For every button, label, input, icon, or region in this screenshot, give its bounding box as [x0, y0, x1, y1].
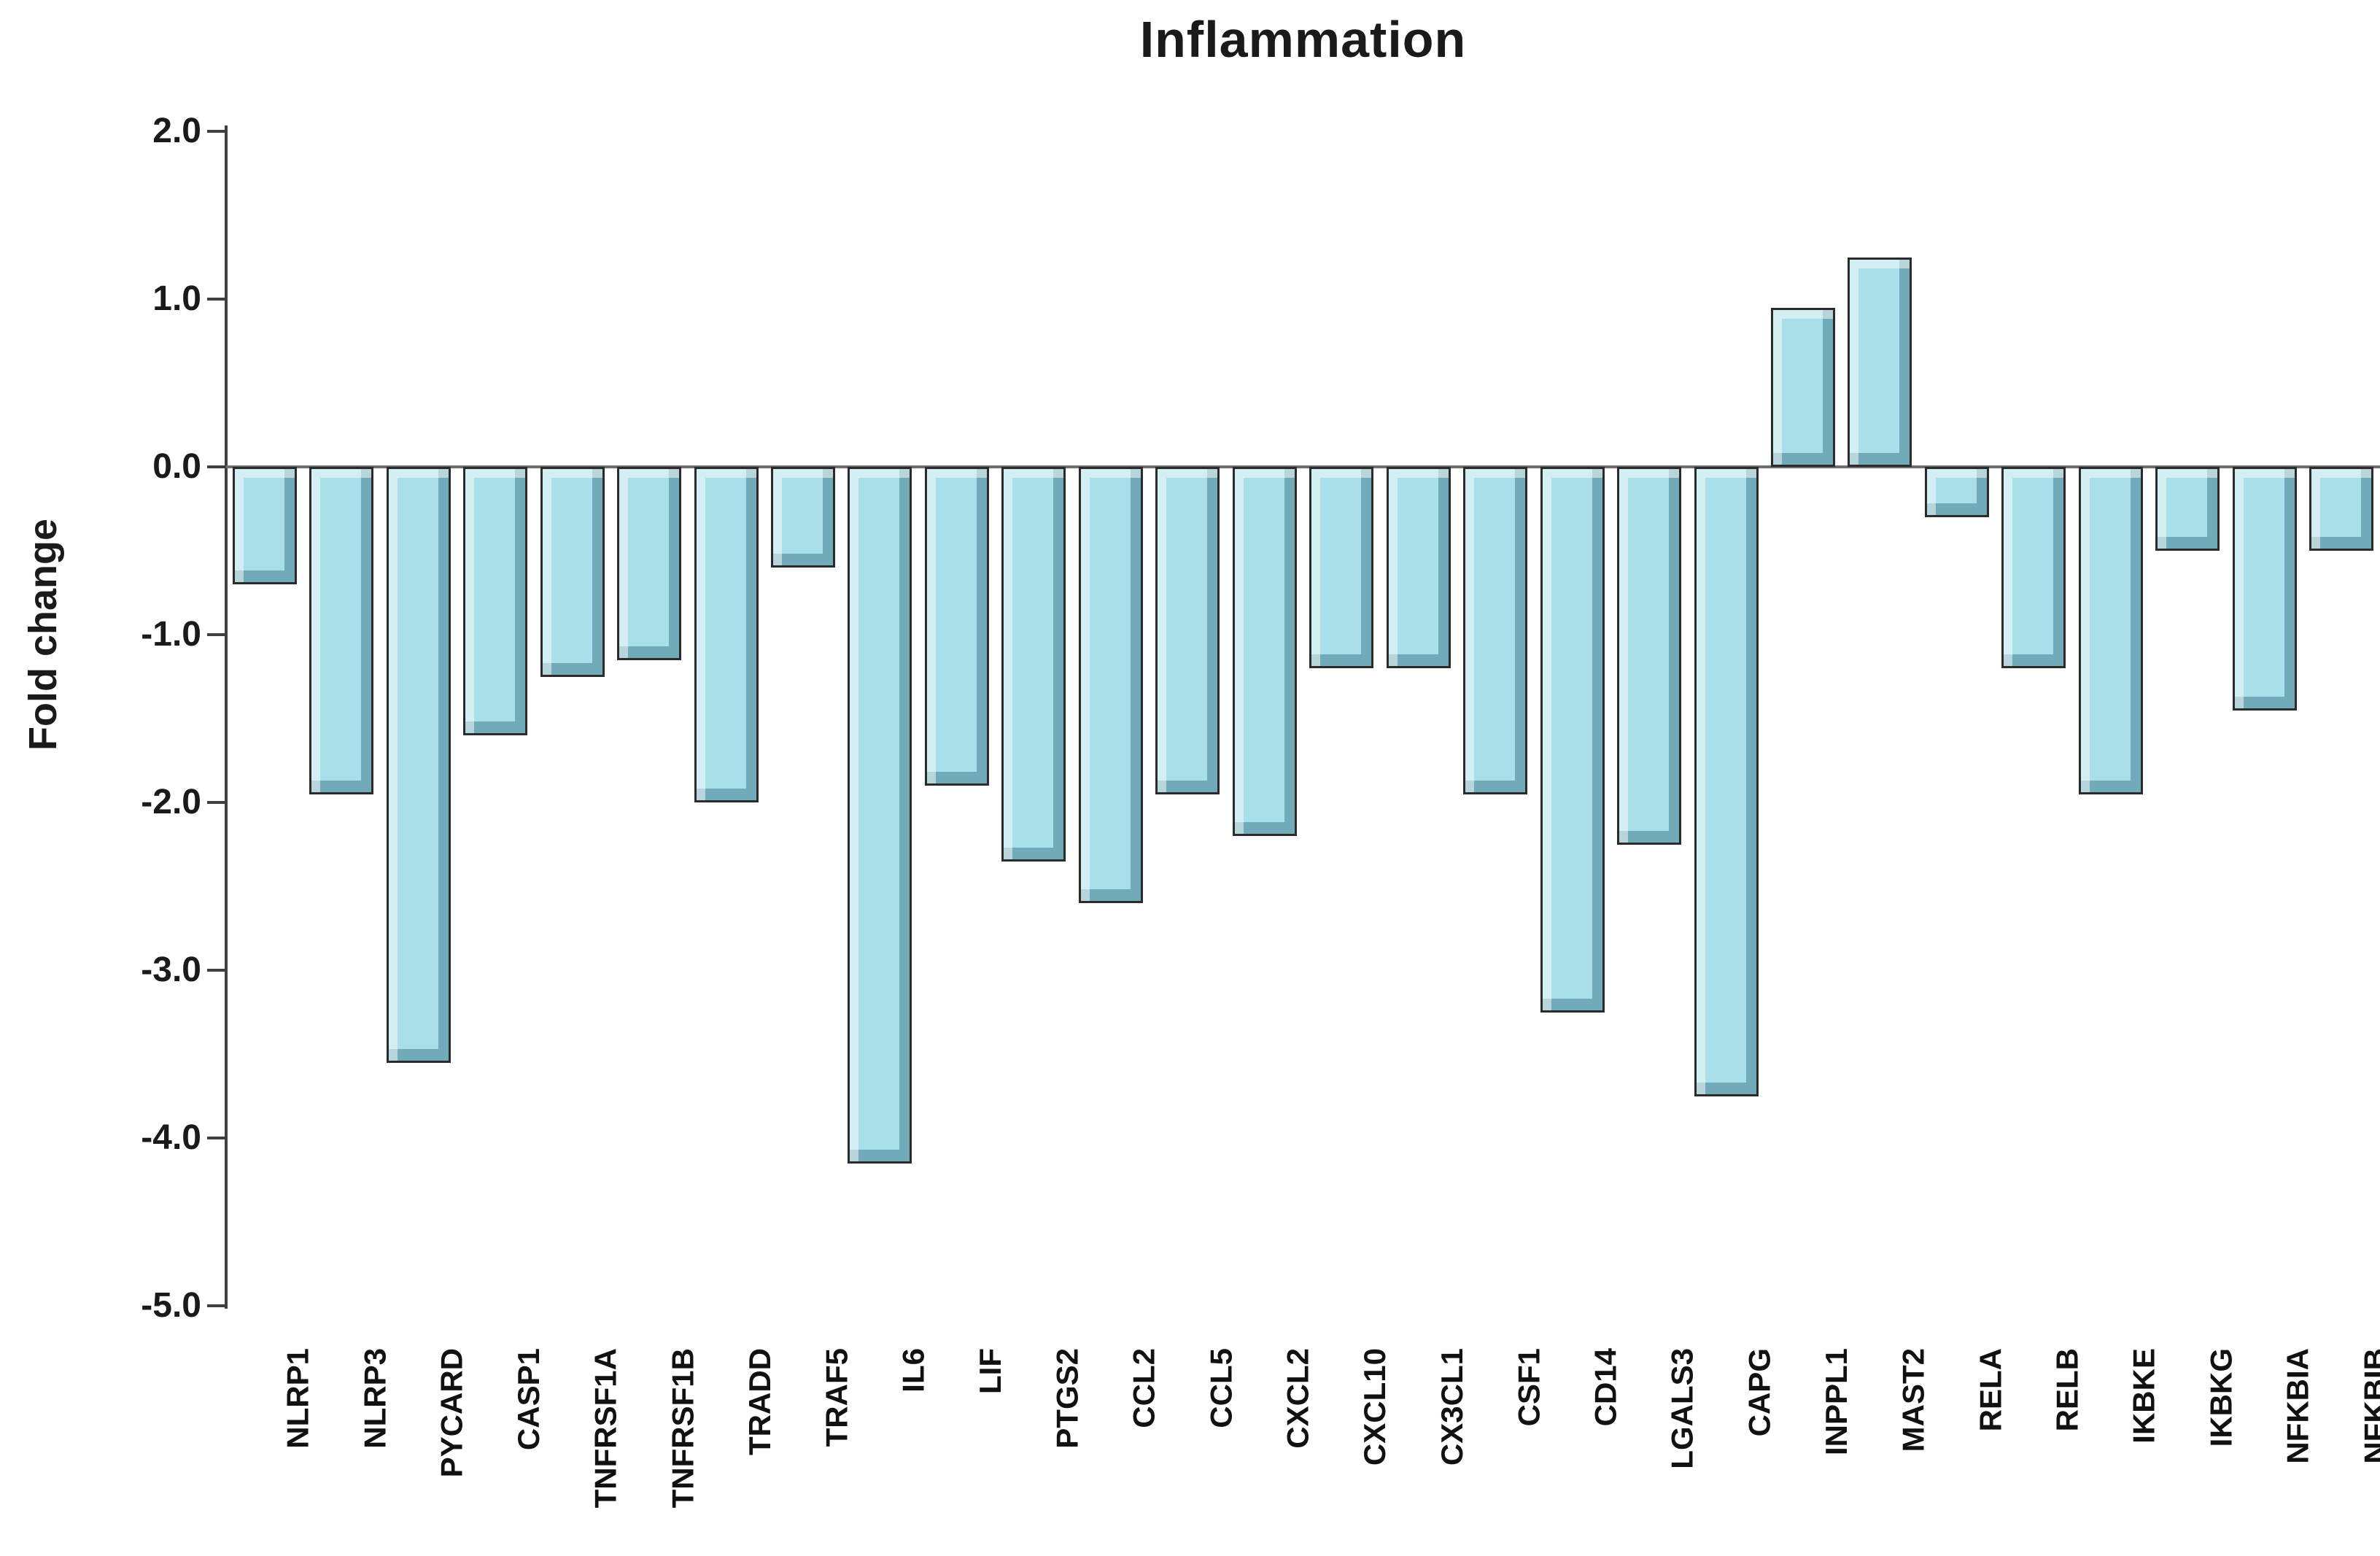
x-label-cx3cl1: CX3CL1 [1435, 1348, 1469, 1466]
bar-csf1 [1463, 467, 1527, 794]
x-label-cxcl2: CXCL2 [1282, 1348, 1315, 1449]
bar-inppl1 [1771, 308, 1835, 468]
bar-pycard [387, 467, 451, 1063]
bar-mast2 [1848, 258, 1912, 468]
y-tick-label: -4.0 [70, 1120, 201, 1156]
bar-ccl2 [1079, 467, 1143, 903]
x-label-nlrp3: NLRP3 [358, 1348, 392, 1449]
bar-capg [1694, 467, 1759, 1096]
bar-casp1 [463, 467, 527, 735]
x-label-cd14: CD14 [1589, 1348, 1623, 1426]
bar-nlrp1 [233, 467, 297, 584]
bar-lif [925, 467, 989, 786]
bar-cd14 [1540, 467, 1605, 1013]
y-tick-label: -1.0 [70, 617, 201, 652]
x-label-ikbkg: IKBKG [2204, 1348, 2238, 1447]
x-label-lif: LIF [974, 1348, 1007, 1394]
x-label-ccl2: CCL2 [1128, 1348, 1161, 1428]
bar-relb [2001, 467, 2066, 668]
y-tick-mark [207, 801, 226, 804]
bar-il6 [848, 467, 912, 1164]
bar-nfkbia [2233, 467, 2297, 711]
bar-rela [1925, 467, 1989, 517]
bar-cxcl2 [1233, 467, 1297, 836]
bar-ptgs2 [1001, 467, 1066, 862]
y-tick-label: 1.0 [70, 282, 201, 317]
y-tick-mark [207, 465, 226, 468]
bar-tradd [694, 467, 759, 802]
bar-ikbke [2079, 467, 2143, 794]
x-label-tnfrsf1a: TNFRSF1A [589, 1348, 623, 1508]
y-tick-label: 0.0 [70, 449, 201, 484]
x-label-ccl5: CCL5 [1204, 1348, 1238, 1428]
bar-traf5 [771, 467, 835, 568]
y-tick-mark [207, 130, 226, 133]
x-label-cxcl10: CXCL10 [1358, 1348, 1392, 1466]
x-label-casp1: CASP1 [512, 1348, 546, 1450]
x-label-csf1: CSF1 [1512, 1348, 1546, 1426]
x-label-traf5: TRAF5 [820, 1348, 853, 1447]
x-label-il6: IL6 [896, 1348, 930, 1393]
x-label-nlrp1: NLRP1 [282, 1348, 315, 1449]
x-label-ptgs2: PTGS2 [1050, 1348, 1084, 1449]
x-label-tradd: TRADD [743, 1348, 777, 1455]
bar-cxcl10 [1309, 467, 1373, 668]
x-label-inppl1: INPPL1 [1820, 1348, 1853, 1455]
bar-tnfrsf1b [617, 467, 681, 660]
y-tick-label: -2.0 [70, 785, 201, 820]
x-label-nfkbib: NFKBIB [2358, 1348, 2380, 1464]
bar-lgals3 [1617, 467, 1681, 845]
y-tick-mark [207, 969, 226, 972]
bar-nlrp3 [309, 467, 373, 794]
y-tick-mark [207, 633, 226, 636]
y-axis-line [225, 125, 228, 1309]
x-label-tnfrsf1b: TNFRSF1B [666, 1348, 699, 1508]
x-label-ikbke: IKBKE [2128, 1348, 2161, 1444]
y-tick-label: -5.0 [70, 1288, 201, 1323]
x-label-pycard: PYCARD [435, 1348, 469, 1477]
x-label-capg: CAPG [1743, 1348, 1777, 1436]
bar-ccl5 [1155, 467, 1220, 794]
x-label-mast2: MAST2 [1896, 1348, 1930, 1452]
x-label-lgals3: LGALS3 [1666, 1348, 1699, 1469]
y-tick-label: -3.0 [70, 953, 201, 988]
bar-cx3cl1 [1387, 467, 1451, 668]
x-label-nfkbia: NFKBIA [2282, 1348, 2315, 1464]
x-label-rela: RELA [1974, 1348, 2007, 1431]
inflammation-bar-chart: Inflammation Fold change 2.0 1.0 0.0 -1.0 -2… [0, 0, 2380, 1556]
bar-nfkbib [2309, 467, 2373, 551]
y-tick-label: 2.0 [70, 114, 201, 149]
chart-title: Inflammation [226, 10, 2380, 69]
y-tick-mark [207, 298, 226, 301]
y-tick-mark [207, 1137, 226, 1139]
bar-ikbkg [2155, 467, 2220, 551]
y-axis-label: Fold change [20, 519, 66, 751]
x-label-relb: RELB [2050, 1348, 2084, 1431]
bar-tnfrsf1a [540, 467, 605, 677]
y-tick-mark [207, 1304, 226, 1307]
